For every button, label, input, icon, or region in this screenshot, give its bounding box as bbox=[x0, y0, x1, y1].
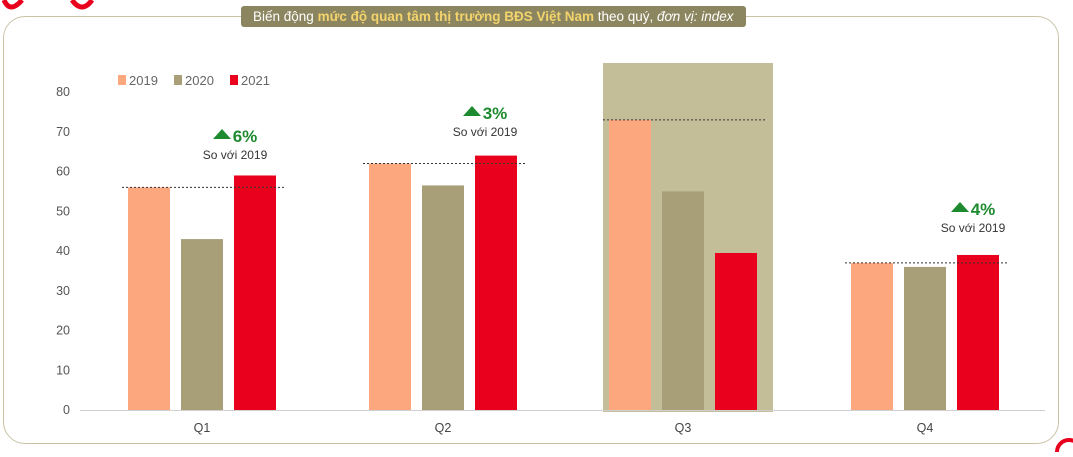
y-tick-label: 0 bbox=[63, 403, 70, 417]
legend-label-2019: 2019 bbox=[129, 73, 158, 88]
bar-2020-Q4 bbox=[904, 266, 946, 410]
y-tick-label: 30 bbox=[56, 284, 70, 298]
bar-2020-Q2 bbox=[422, 185, 464, 410]
bar-2019-Q3 bbox=[609, 119, 651, 410]
legend-label-2020: 2020 bbox=[185, 73, 214, 88]
legend-swatch-2019 bbox=[118, 75, 126, 85]
annotation-q1: 6% So với 2019 bbox=[180, 127, 290, 162]
bar-2021-Q4 bbox=[957, 254, 999, 410]
x-tick-label: Q3 bbox=[675, 421, 692, 435]
chart-title: Biến động mức độ quan tâm thị trường BĐS… bbox=[241, 6, 746, 27]
legend-swatch-2020 bbox=[174, 75, 182, 85]
bar-2021-Q3 bbox=[715, 252, 757, 410]
bar-2021-Q1 bbox=[234, 175, 276, 410]
y-tick-label: 10 bbox=[56, 363, 70, 377]
up-arrow-icon bbox=[212, 129, 231, 139]
bar-2020-Q1 bbox=[181, 239, 223, 410]
y-tick-label: 60 bbox=[56, 165, 70, 179]
x-tick-label: Q4 bbox=[917, 421, 934, 435]
y-tick-label: 50 bbox=[56, 204, 70, 218]
legend-label-2021: 2021 bbox=[241, 73, 270, 88]
up-arrow-icon bbox=[950, 202, 969, 212]
annotation-q2-sub: So với 2019 bbox=[452, 125, 518, 139]
title-part-1: Biến động bbox=[253, 9, 318, 24]
logo-mark bbox=[0, 0, 110, 19]
x-tick-label: Q1 bbox=[194, 421, 211, 435]
legend-swatch-2021 bbox=[230, 75, 238, 85]
bar-2019-Q4 bbox=[851, 262, 893, 410]
up-arrow-icon bbox=[462, 106, 481, 116]
title-part-3: theo quý, bbox=[594, 9, 658, 24]
title-unit: đơn vị: index bbox=[657, 9, 734, 24]
annotation-q4-sub: So với 2019 bbox=[940, 221, 1006, 235]
y-tick-label: 80 bbox=[56, 85, 70, 99]
annotation-q2-pct: 3% bbox=[462, 104, 507, 124]
bar-2019-Q1 bbox=[128, 187, 170, 410]
bar-2021-Q2 bbox=[475, 155, 517, 410]
annotation-q4: 4% So với 2019 bbox=[918, 200, 1028, 235]
y-tick-label: 70 bbox=[56, 125, 70, 139]
annotation-q1-sub: So với 2019 bbox=[202, 148, 268, 162]
annotation-q2: 3% So với 2019 bbox=[430, 104, 540, 139]
bar-2020-Q3 bbox=[662, 191, 704, 410]
annotation-q1-pct: 6% bbox=[212, 127, 257, 147]
annotation-q4-pct: 4% bbox=[950, 200, 995, 220]
x-tick-label: Q2 bbox=[435, 421, 452, 435]
title-highlight: mức độ quan tâm thị trường BĐS Việt Nam bbox=[317, 9, 594, 24]
y-tick-label: 40 bbox=[56, 244, 70, 258]
bar-2019-Q2 bbox=[369, 163, 411, 410]
y-tick-label: 20 bbox=[56, 324, 70, 338]
